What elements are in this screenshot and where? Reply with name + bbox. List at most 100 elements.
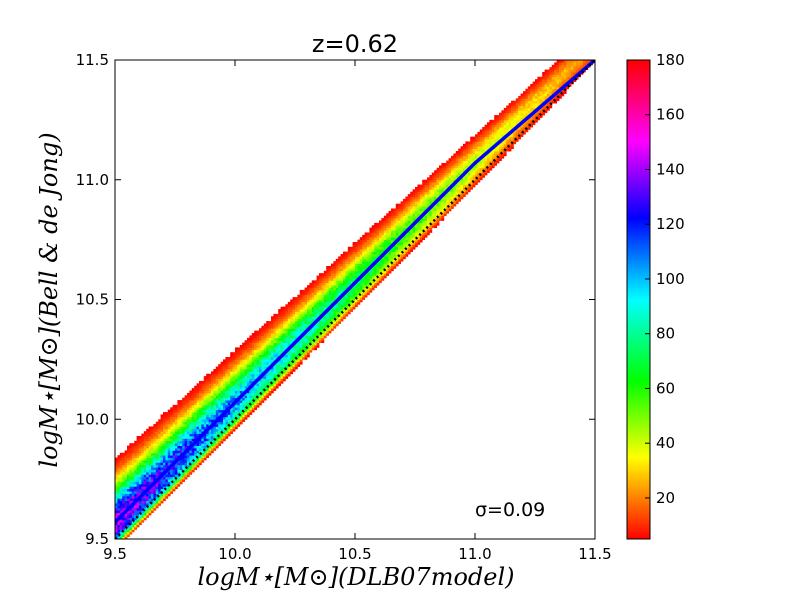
heatmap-cell [295, 301, 298, 305]
heatmap-cell [177, 481, 181, 485]
heatmap-cell [223, 361, 226, 365]
heatmap-cell [201, 395, 205, 399]
heatmap-cell [165, 436, 169, 439]
heatmap-cell [479, 151, 483, 154]
heatmap-cell [302, 289, 305, 293]
heatmap-cell [266, 392, 269, 396]
heatmap-cell [167, 428, 171, 432]
heatmap-cell [230, 412, 233, 415]
heatmap-cell [191, 445, 195, 449]
heatmap-cell [263, 373, 267, 377]
heatmap-cell [271, 380, 274, 384]
heatmap-cell [189, 424, 193, 427]
heatmap-cell [319, 309, 322, 312]
heatmap-cell [187, 424, 190, 427]
heatmap-cell [314, 282, 317, 286]
heatmap-cell [287, 373, 291, 377]
heatmap-cell [362, 297, 365, 300]
heatmap-cell [311, 292, 315, 296]
heatmap-cell [199, 462, 202, 466]
heatmap-cell [499, 134, 502, 138]
heatmap-cell [136, 476, 140, 480]
heatmap-cell [463, 186, 466, 190]
heatmap-cell [261, 328, 265, 332]
heatmap-cell [345, 280, 349, 284]
heatmap-cell [489, 119, 493, 123]
heatmap-cell [218, 364, 221, 367]
heatmap-cell [491, 129, 495, 133]
heatmap-cell [297, 340, 301, 344]
heatmap-cell [441, 174, 445, 178]
heatmap-cell [475, 165, 478, 169]
heatmap-cell [371, 282, 375, 286]
heatmap-cell [117, 488, 121, 492]
heatmap-cell [249, 407, 253, 411]
heatmap-cell [254, 366, 257, 370]
heatmap-cell [115, 474, 118, 478]
heatmap-cell [261, 368, 265, 372]
heatmap-cell [388, 230, 392, 233]
heatmap-cell [232, 395, 236, 399]
heatmap-cell [239, 402, 243, 406]
heatmap-cell [446, 167, 449, 171]
heatmap-cell [143, 459, 147, 463]
heatmap-cell [251, 359, 255, 363]
heatmap-cell [335, 287, 339, 291]
heatmap-cell [206, 380, 209, 384]
heatmap-cell [393, 237, 397, 241]
heatmap-cell [398, 242, 401, 245]
heatmap-cell [261, 337, 265, 341]
heatmap-cell [189, 409, 193, 413]
heatmap-cell [280, 359, 284, 363]
heatmap-cell [391, 225, 394, 229]
heatmap-cell [153, 462, 157, 466]
heatmap-cell [448, 160, 452, 164]
heatmap-cell [350, 304, 353, 308]
heatmap-cell [465, 151, 469, 154]
heatmap-cell [477, 143, 481, 147]
heatmap-cell [422, 208, 425, 212]
heatmap-cell [407, 237, 411, 241]
heatmap-cell [239, 356, 243, 360]
heatmap-cell [453, 165, 457, 169]
heatmap-cell [170, 412, 173, 415]
heatmap-cell [319, 287, 322, 291]
heatmap-cell [213, 383, 217, 387]
heatmap-cell [163, 457, 166, 461]
heatmap-cell [208, 421, 212, 425]
heatmap-cell [187, 474, 190, 478]
heatmap-cell [119, 457, 123, 461]
heatmap-cell [256, 385, 260, 389]
heatmap-cell [225, 359, 229, 363]
heatmap-cell [215, 443, 219, 446]
heatmap-cell [151, 445, 154, 449]
heatmap-cell [525, 98, 529, 102]
heatmap-cell [520, 127, 524, 130]
heatmap-cell [333, 282, 337, 286]
heatmap-cell [283, 361, 286, 365]
heatmap-cell [211, 373, 214, 377]
heatmap-cell [391, 215, 394, 219]
heatmap-cell [439, 170, 442, 173]
heatmap-cell [285, 354, 289, 358]
heatmap-cell [371, 277, 375, 281]
heatmap-cell [350, 275, 353, 279]
heatmap-cell [218, 378, 221, 382]
heatmap-cell [367, 242, 370, 245]
heatmap-cell [136, 469, 140, 473]
heatmap-cell [292, 330, 296, 334]
heatmap-cell [472, 184, 476, 188]
heatmap-cell [203, 450, 207, 454]
heatmap-cell [364, 239, 368, 243]
heatmap-cell [506, 107, 509, 111]
heatmap-cell [381, 218, 385, 221]
heatmap-cell [455, 191, 459, 195]
heatmap-cell [179, 440, 183, 444]
heatmap-cell [508, 105, 512, 109]
heatmap-cell [165, 491, 169, 494]
heatmap-cell [503, 124, 507, 128]
heatmap-cell [278, 309, 281, 312]
heatmap-cell [328, 297, 332, 300]
heatmap-cell [333, 325, 337, 329]
heatmap-cell [295, 311, 298, 315]
